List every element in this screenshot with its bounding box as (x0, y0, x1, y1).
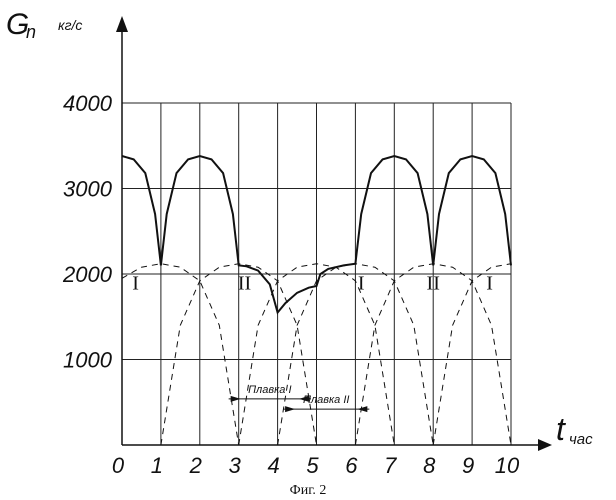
y-tick-label: 1000 (63, 348, 113, 373)
y-axis-unit: кг/с (58, 17, 82, 33)
zone-label: I (132, 272, 139, 294)
y-axis-arrow (116, 16, 128, 32)
x-tick-label: 7 (384, 453, 397, 478)
annotation-arrow (357, 406, 367, 412)
zone-label: II (427, 272, 440, 294)
x-tick-label: 6 (345, 453, 358, 478)
annotations: Плавка I Плавка II (229, 384, 370, 412)
x-tick-label: 10 (495, 453, 520, 478)
zone-labels: IIIIIII (132, 272, 493, 294)
x-axis-symbol: t (556, 411, 566, 447)
annotation-arrow (285, 406, 295, 412)
zone-label: II (238, 272, 251, 294)
x-tick-label: 3 (229, 453, 242, 478)
x-axis-arrow (538, 439, 552, 451)
x-axis-subscript: час (569, 431, 593, 448)
zone-label: I (358, 272, 365, 294)
x-tick-label: 8 (423, 453, 436, 478)
x-tick-label: 4 (267, 453, 279, 478)
y-axis-subscript: n (26, 22, 36, 42)
tick-labels: 0 1 2 34 5 6 7 8 9 10 1000 2000 3000 4000 (62, 91, 520, 478)
x-tick-label: 2 (189, 453, 202, 478)
dashed-curve (122, 264, 239, 445)
x-tick-label: 9 (462, 453, 474, 478)
y-tick-label: 2000 (62, 262, 113, 287)
x-tick-label: 1 (151, 453, 163, 478)
annotation-label: Плавка I (248, 384, 291, 396)
x-tick-label: 5 (306, 453, 319, 478)
axes (116, 16, 552, 451)
y-tick-label: 3000 (63, 177, 113, 202)
annotation-label: Плавка II (303, 394, 350, 406)
zone-label: I (486, 272, 493, 294)
x-tick-label: 0 (112, 453, 125, 478)
y-tick-label: 4000 (63, 91, 113, 116)
figure-caption: Фиг. 2 (290, 483, 327, 498)
